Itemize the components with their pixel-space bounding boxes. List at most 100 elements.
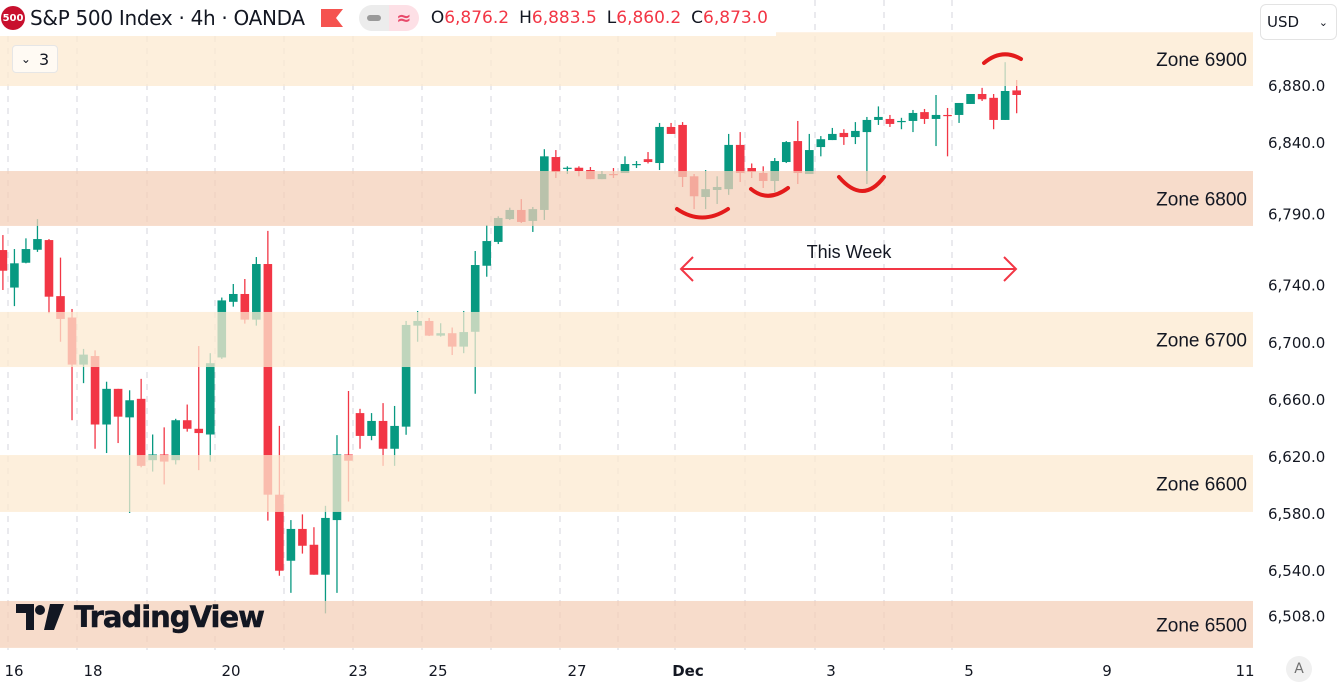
candle	[931, 94, 941, 147]
time-axis[interactable]: 16 18 20 23 25 27 Dec 3 5 9 11	[4, 662, 1254, 680]
candle	[321, 505, 330, 614]
flag-icon[interactable]	[320, 9, 343, 27]
candle-body	[275, 494, 284, 571]
candle	[632, 161, 641, 169]
candle	[182, 404, 192, 432]
currency-select[interactable]: USD ⌄	[1260, 4, 1337, 40]
candle-body	[286, 528, 296, 561]
ohlc-low: L6,860.2	[606, 8, 682, 28]
candle-body	[897, 120, 906, 123]
price-tick-label: 6,880.0	[1268, 77, 1325, 95]
price-axis[interactable]: 6,880.0 6,840.0 6,790.0 6,740.0 6,700.0 6,660…	[1253, 0, 1341, 687]
time-tick-label: 3	[826, 662, 836, 680]
candle	[482, 224, 492, 277]
indicators-collapse-button[interactable]: ⌄ 3	[12, 45, 58, 73]
chevron-down-icon: ⌄	[1318, 15, 1328, 29]
hand-drawn-arc-2	[749, 186, 790, 198]
time-tick-label: 9	[1102, 662, 1112, 680]
candle-body	[874, 116, 883, 120]
price-axis-background	[1253, 0, 1341, 687]
candle-body	[943, 114, 952, 117]
this-week-arrow	[679, 256, 1018, 282]
candle-body	[747, 168, 756, 173]
time-tick-label: 20	[221, 662, 240, 680]
indicators-count: 3	[38, 49, 50, 69]
candle	[839, 129, 849, 145]
candle	[977, 87, 987, 101]
candle-body	[10, 263, 19, 288]
candle-body	[390, 425, 399, 449]
candle	[113, 388, 123, 444]
candle-body	[298, 528, 307, 546]
symbol-title[interactable]: S&P 500 Index · 4h · OANDA	[30, 6, 305, 30]
candle-body	[493, 217, 503, 242]
candle	[44, 239, 54, 314]
price-tick-label: 6,540.0	[1268, 562, 1325, 580]
candle-body	[666, 126, 676, 134]
symbol-legend: 500 S&P 500 Index · 4h · OANDA ≈ O6,876.…	[0, 0, 776, 36]
candle	[10, 249, 19, 307]
candle-body	[781, 142, 791, 163]
candle	[851, 122, 860, 145]
candle-body	[966, 93, 975, 104]
candle	[643, 152, 653, 164]
tradingview-logo[interactable]: TradingView	[16, 600, 265, 634]
candle-body	[620, 164, 630, 174]
candle	[966, 93, 975, 104]
candle-body	[816, 139, 826, 148]
candle-body	[920, 112, 929, 119]
this-week-label: This Week	[807, 242, 893, 262]
price-tick-label: 6,620.0	[1268, 448, 1325, 466]
auto-scale-button[interactable]: A	[1286, 656, 1312, 682]
candle-body	[793, 141, 803, 174]
market-status-pill[interactable]: ≈	[358, 5, 419, 31]
candle	[136, 378, 146, 468]
candle	[989, 93, 998, 130]
candle	[816, 136, 826, 157]
candle-body	[252, 264, 261, 320]
candle-body	[56, 296, 65, 319]
candle-body	[205, 363, 215, 435]
candle-body	[240, 293, 250, 320]
candle-body	[102, 388, 111, 425]
candle	[229, 283, 238, 307]
candle	[21, 238, 31, 264]
candle-body	[309, 544, 319, 575]
candle	[828, 127, 837, 141]
candle-body	[551, 157, 561, 173]
candle-body	[136, 398, 146, 466]
candle-body	[724, 144, 733, 190]
price-tick-label: 6,740.0	[1268, 277, 1325, 295]
candle-body	[908, 112, 918, 121]
candle-body	[655, 126, 664, 164]
candle-body	[113, 388, 123, 417]
candle-body	[125, 400, 134, 418]
hand-drawn-arc-1	[675, 207, 730, 220]
price-tick-label: 6,580.0	[1268, 505, 1325, 523]
time-tick-label: 11	[1235, 662, 1254, 680]
candle	[367, 413, 376, 441]
candle-body	[470, 265, 480, 332]
candle-body	[678, 124, 687, 178]
candle-body	[367, 420, 376, 436]
hand-drawn-arc-3	[837, 175, 886, 193]
candle	[102, 381, 111, 454]
zone-band	[0, 171, 1253, 226]
price-tick-label: 6,840.0	[1268, 134, 1325, 152]
candle	[620, 156, 630, 174]
time-tick-label: 25	[428, 662, 447, 680]
zone-label: Zone 6800	[1156, 189, 1247, 210]
ohlc-high: H6,883.5	[519, 8, 597, 28]
zone-band	[0, 600, 1253, 648]
time-tick-label: 18	[83, 662, 102, 680]
candle-body	[954, 102, 964, 115]
candle	[920, 108, 929, 124]
delayed-data-icon: ≈	[388, 5, 419, 31]
candle-body	[574, 167, 584, 172]
candle-body	[828, 133, 837, 141]
market-closed-icon	[358, 5, 389, 31]
time-tick-label: 23	[348, 662, 367, 680]
candle-body	[194, 428, 204, 434]
candle	[943, 107, 952, 157]
